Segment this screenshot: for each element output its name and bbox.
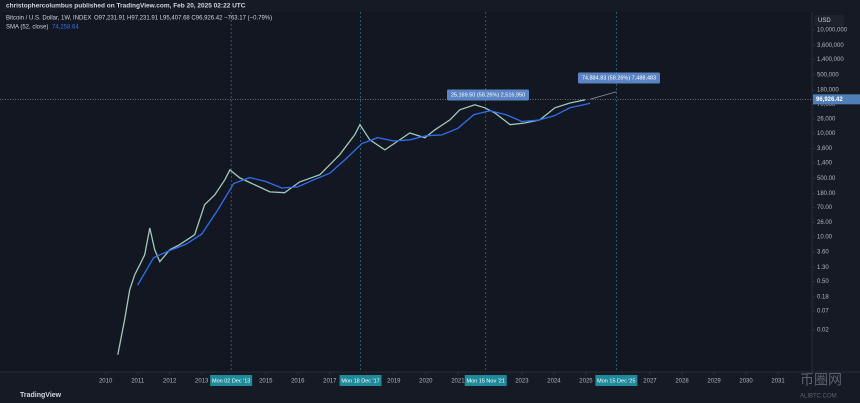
y-tick-label: 3,600 <box>817 146 833 152</box>
marker-label-box <box>339 375 382 386</box>
y-tick-label: 1,400,000 <box>817 57 844 63</box>
legend-quote: O97,231.91 H97,231.91 L95,407.68 C96,926… <box>94 16 272 22</box>
watermark: 币圈网 <box>800 372 842 388</box>
y-tick-label: 0.18 <box>817 295 829 301</box>
last-price-label: 96,926.42 <box>816 97 843 103</box>
x-tick-label: 2031 <box>771 379 785 385</box>
y-tick-label: 10,000,000 <box>817 27 848 33</box>
plot-area <box>0 12 812 372</box>
marker-label-box <box>464 375 507 386</box>
y-tick-label: 0.02 <box>817 327 829 333</box>
currency: USD <box>818 18 831 24</box>
x-tick-label: 2028 <box>675 379 689 385</box>
x-tick-label: 2011 <box>131 379 145 385</box>
x-tick-label: 2015 <box>259 379 273 385</box>
series-line <box>137 102 591 286</box>
annotation: 25,169.50 (58.26%) 2,516,950 <box>451 92 525 98</box>
y-tick-label: 3,600,000 <box>817 43 844 49</box>
marker-label-box <box>595 375 638 386</box>
x-tick-label: 2027 <box>643 379 657 385</box>
header: christophercolumbus published on Trading… <box>6 3 246 10</box>
x-tick-label: 2019 <box>387 379 401 385</box>
legend-sma: SMA (52, close) <box>6 25 48 31</box>
y-tick-label: 26.00 <box>817 220 833 226</box>
x-tick-label: 2030 <box>739 379 753 385</box>
x-tick-label: 2029 <box>707 379 721 385</box>
y-tick-label: 500.00 <box>817 176 836 182</box>
y-tick-label: 70,000 <box>817 102 836 108</box>
y-tick-label: 1,400 <box>817 160 833 166</box>
y-tick-label: 1.30 <box>817 265 829 271</box>
x-tick-label: 2012 <box>163 379 177 385</box>
marker-label: Mon 18 Dec '17 <box>341 378 379 384</box>
x-tick-label: 2024 <box>547 379 561 385</box>
y-tick-label: 10,000 <box>817 131 836 137</box>
x-tick-label: 2020 <box>419 379 433 385</box>
x-tick-label: 2013 <box>195 379 209 385</box>
series-line <box>117 99 586 355</box>
y-tick-label: 0.07 <box>817 309 829 315</box>
annotation-box <box>578 72 660 84</box>
annotation: 74,884.83 (58.26%) 7,488,483 <box>582 75 656 81</box>
y-tick-label: 180.00 <box>817 191 836 197</box>
x-tick-label: 2025 <box>579 379 593 385</box>
x-tick-label: 2010 <box>99 379 113 385</box>
currency-box <box>814 15 844 26</box>
y-tick-label: 70.00 <box>817 205 833 211</box>
marker-label-box <box>210 375 253 386</box>
marker-label: Mon 15 Dec '25 <box>597 378 635 384</box>
annotation-box <box>447 89 529 101</box>
x-tick-label: 2017 <box>323 379 337 385</box>
x-tick-label: 2023 <box>515 379 529 385</box>
legend-series: Bitcoin / U.S. Dollar, 1W, INDEX <box>6 16 91 22</box>
y-tick-label: 10.00 <box>817 234 833 240</box>
y-tick-label: 0.50 <box>817 279 829 285</box>
marker-label: Mon 02 Dec '13 <box>212 378 250 384</box>
x-tick-label: 2016 <box>291 379 305 385</box>
projection-line <box>589 91 617 100</box>
y-tick-label: 500,000 <box>817 72 839 78</box>
last-price-box <box>813 94 860 105</box>
y-tick-label: 3.60 <box>817 250 829 256</box>
x-tick-label: 2021 <box>451 379 465 385</box>
footer-logo: TradingView <box>20 392 62 399</box>
legend-sma-value: 74,258.64 <box>52 25 79 31</box>
y-tick-label: 180,000 <box>817 88 839 94</box>
watermark: ALIBTC.COM <box>800 394 837 400</box>
marker-label: Mon 15 Nov '21 <box>467 378 505 384</box>
y-tick-label: 26,000 <box>817 117 836 123</box>
